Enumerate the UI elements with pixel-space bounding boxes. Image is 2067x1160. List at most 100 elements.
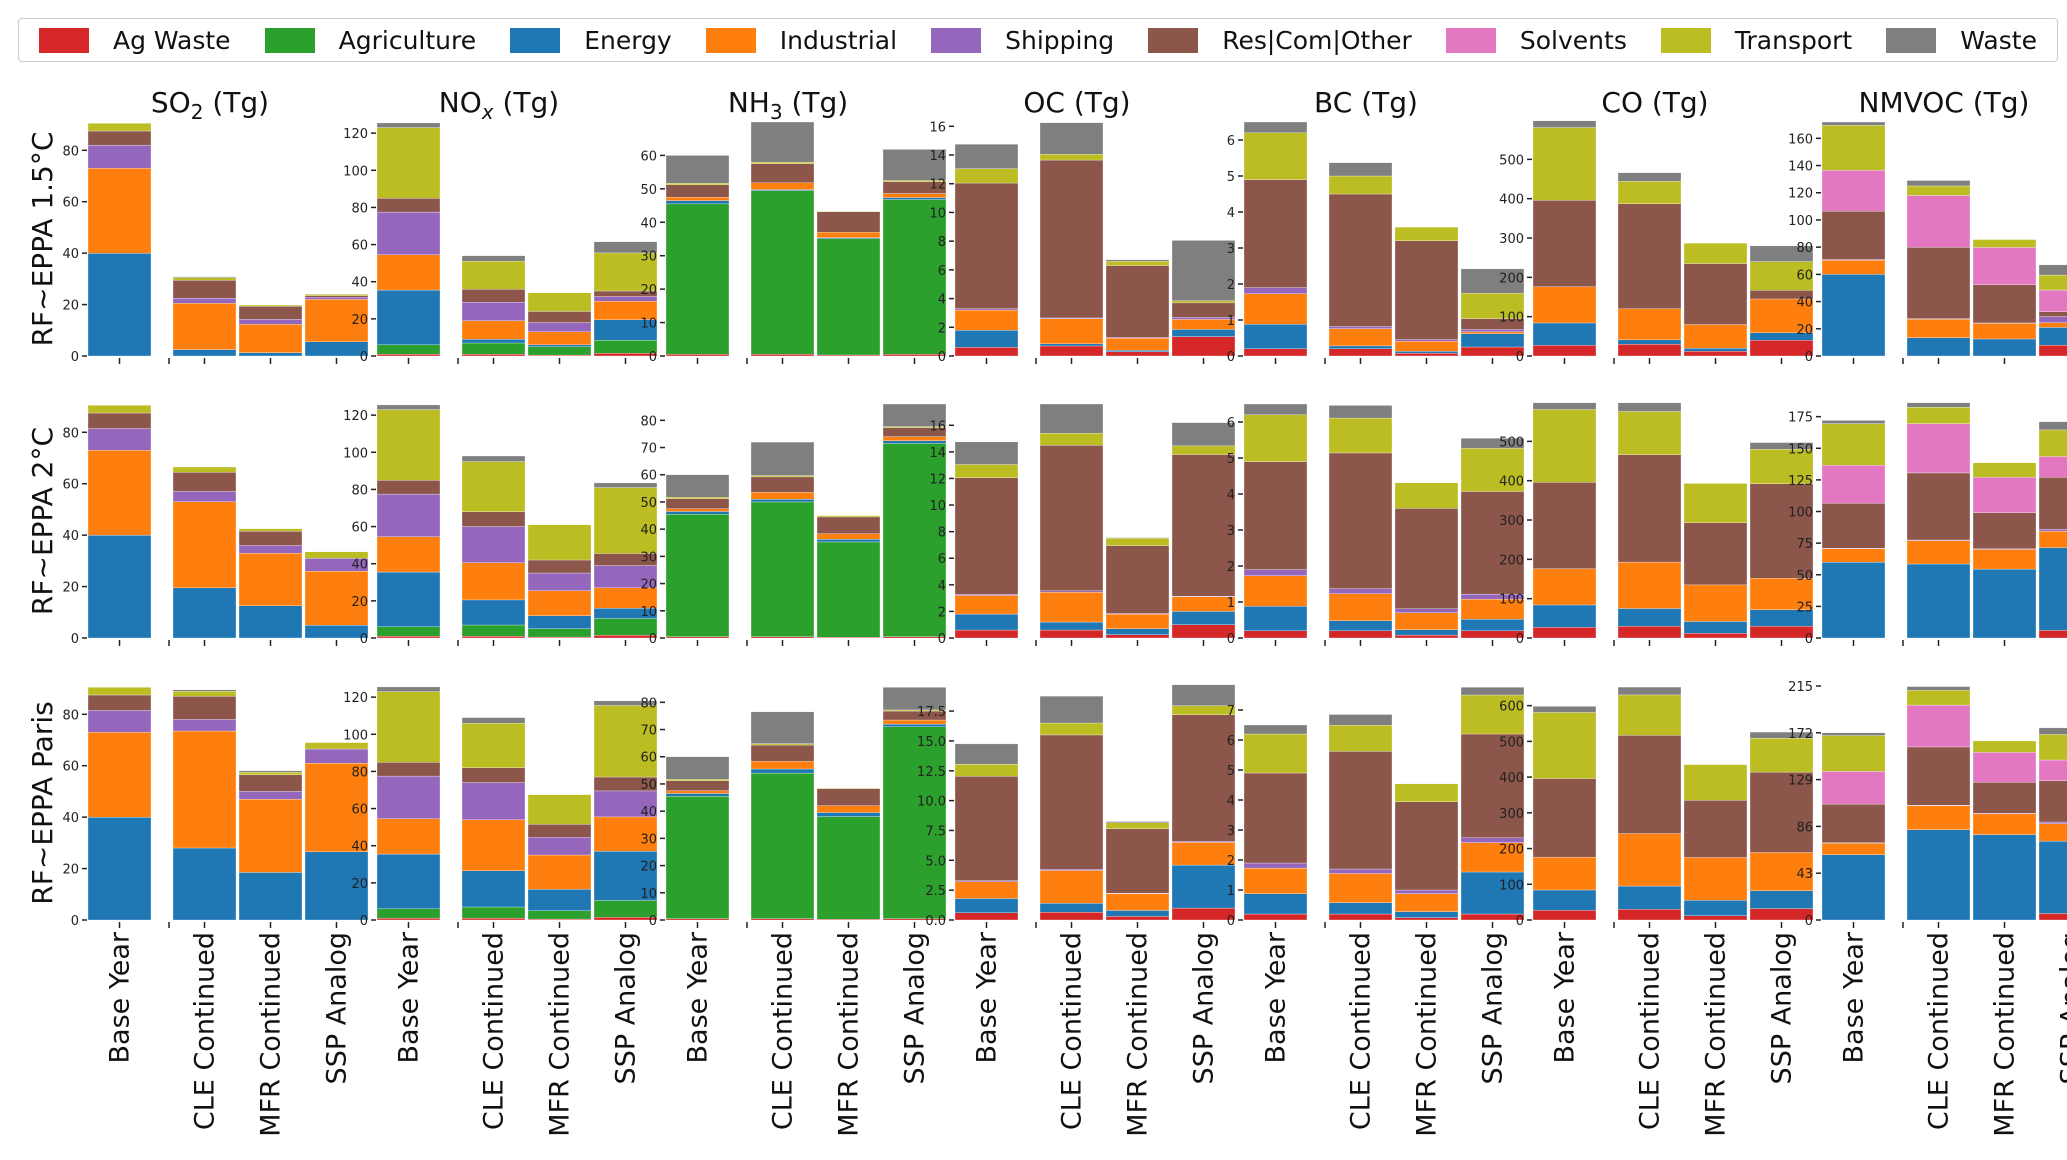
bar-segment-res-com-other xyxy=(1171,454,1236,597)
bar-segment-ag-waste xyxy=(1243,348,1308,357)
bar-segment-energy xyxy=(1171,864,1236,909)
bar-segment-ag-waste xyxy=(1243,913,1308,921)
bar-segment-shipping xyxy=(1328,868,1393,874)
y-tick-label: 100 xyxy=(1788,214,1813,229)
bar-segment-energy xyxy=(954,330,1019,348)
x-tick-label: SSP Analog xyxy=(1189,932,1220,1084)
bar-segment-energy xyxy=(376,571,441,628)
y-tick-label: 120 xyxy=(343,127,368,142)
title-main: OC (Tg) xyxy=(1023,86,1130,119)
legend-swatch xyxy=(1148,27,1199,53)
y-tick-label: 20 xyxy=(62,581,79,596)
bar-segment-industrial xyxy=(816,533,881,540)
bar-segment-industrial xyxy=(954,309,1019,331)
bar-segment-industrial xyxy=(304,570,369,626)
bar-segment-waste xyxy=(593,241,658,254)
bar-segment-industrial xyxy=(461,819,526,871)
bar-segment-industrial xyxy=(1105,613,1170,629)
bar-segment-industrial xyxy=(1039,591,1104,623)
y-tick-label: 20 xyxy=(640,860,657,875)
bar-segment-transport xyxy=(2038,274,2067,291)
bar-segment-res-com-other xyxy=(1039,445,1104,591)
x-tick-label: SSP Analog xyxy=(2056,932,2067,1084)
x-tick-label: CLE Continued xyxy=(768,932,799,1130)
row-label: RF~EPPA 2°C xyxy=(26,427,59,615)
y-tick-label: 60 xyxy=(640,469,657,484)
y-tick-label: 20 xyxy=(351,595,368,610)
bar-segment-industrial xyxy=(376,254,441,291)
bar-segment-transport xyxy=(1532,409,1597,483)
bar-segment-energy xyxy=(2038,547,2067,631)
bar-segment-energy xyxy=(1243,606,1308,631)
bar-segment-transport xyxy=(1749,449,1814,484)
bar-segment-ag-waste xyxy=(461,635,526,639)
bar-segment-transport xyxy=(1906,407,1971,424)
bar-segment-waste xyxy=(882,149,947,181)
legend-swatch xyxy=(931,27,982,53)
y-tick-label: 2.5 xyxy=(925,884,946,899)
bar-segment-ag-waste xyxy=(954,912,1019,921)
bar-segment-ag-waste xyxy=(954,629,1019,639)
bar-segment-transport xyxy=(376,409,441,481)
bar-segment-industrial xyxy=(954,595,1019,615)
bar-segment-industrial xyxy=(882,436,947,441)
bar-segment-agriculture xyxy=(882,199,947,355)
bar-segment-transport xyxy=(750,161,815,164)
bar-segment-shipping xyxy=(1171,841,1236,843)
bar-segment-transport xyxy=(1821,423,1886,466)
bar-segment-transport xyxy=(1906,185,1971,196)
bar-segment-res-com-other xyxy=(1906,247,1971,319)
bar-segment-res-com-other xyxy=(1906,746,1971,806)
bar-segment-ag-waste xyxy=(1617,626,1682,639)
bar-segment-waste xyxy=(1243,403,1308,415)
bar-segment-waste xyxy=(1821,121,1886,126)
y-tick-label: 6 xyxy=(938,552,946,567)
y-tick-label: 1 xyxy=(1227,314,1235,329)
bar-segment-energy xyxy=(1821,854,1886,921)
bar-segment-ag-waste xyxy=(1328,348,1393,357)
bar-segment-waste xyxy=(954,441,1019,465)
bar-segment-industrial xyxy=(1394,612,1459,630)
bar-segment-ag-waste xyxy=(593,917,658,921)
y-tick-label: 10 xyxy=(640,605,657,620)
bar-segment-transport xyxy=(1328,417,1393,454)
bar-segment-industrial xyxy=(1972,549,2037,570)
bar-segment-energy xyxy=(1749,890,1814,909)
bar-segment-shipping xyxy=(87,144,152,169)
bar-segment-ag-waste xyxy=(1394,917,1459,921)
bar-segment-agriculture xyxy=(816,238,881,356)
bar-segment-energy xyxy=(1394,911,1459,918)
y-tick-label: 2 xyxy=(938,321,946,336)
y-tick-label: 70 xyxy=(640,724,657,739)
bar-segment-res-com-other xyxy=(665,498,730,509)
bar-segment-industrial xyxy=(1039,870,1104,904)
bar-segment-transport xyxy=(527,292,592,312)
bar-segment-energy xyxy=(304,851,369,921)
bar-segment-transport xyxy=(1105,261,1170,266)
bar-segment-transport xyxy=(1394,783,1459,802)
bar-segment-industrial xyxy=(1749,852,1814,891)
y-tick-label: 40 xyxy=(62,811,79,826)
title-unit: (Tg) xyxy=(494,86,560,119)
bar-segment-shipping xyxy=(376,775,441,819)
bar-segment-agriculture xyxy=(527,910,592,920)
y-tick-label: 40 xyxy=(351,840,368,855)
bar-segment-industrial xyxy=(238,798,303,873)
bar-segment-energy xyxy=(1328,345,1393,349)
panel-2-6: 0 43 86 129 172 215 Base Year CLE Continued MFR … xyxy=(1788,680,2067,1137)
bar-segment-waste xyxy=(1243,121,1308,133)
y-tick-label: 200 xyxy=(1499,271,1524,286)
panel-0-4: 0 1 2 3 4 5 6 xyxy=(1227,121,1525,365)
legend-item: Energy xyxy=(510,26,672,55)
bar-segment-industrial xyxy=(2038,322,2067,328)
bar-segment-shipping xyxy=(1039,590,1104,593)
y-tick-label: 0 xyxy=(360,350,368,365)
bar-segment-energy xyxy=(1617,608,1682,627)
y-tick-label: 2 xyxy=(1227,854,1235,869)
bar-segment-energy xyxy=(87,252,152,357)
bar-segment-energy xyxy=(461,870,526,908)
y-tick-label: 150 xyxy=(1788,442,1813,457)
bar-segment-industrial xyxy=(1243,575,1308,607)
bar-segment-ag-waste xyxy=(1749,626,1814,639)
